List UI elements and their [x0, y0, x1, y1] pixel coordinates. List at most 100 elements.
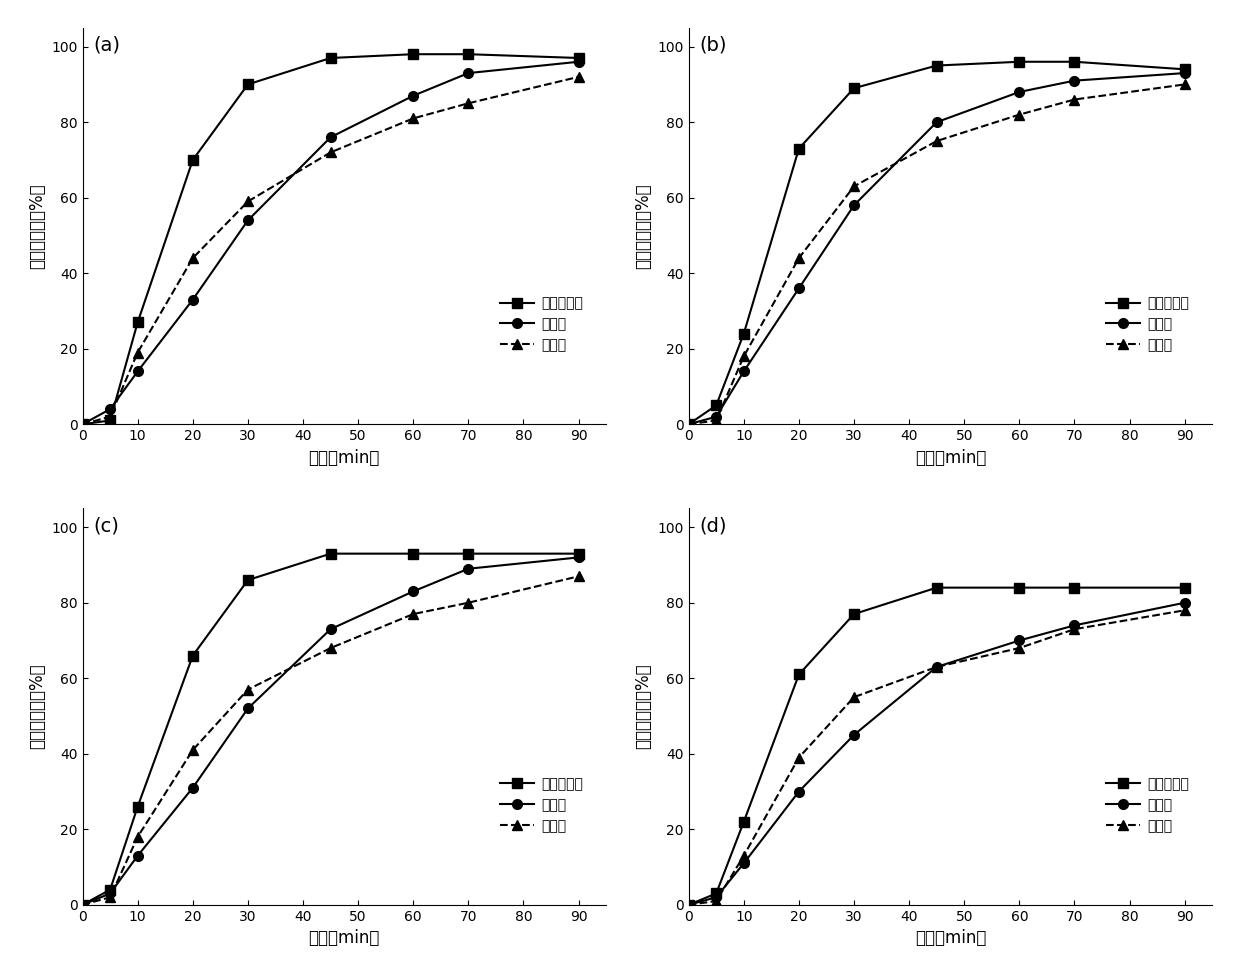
七胶囊 [241, 683, 255, 695]
Line: 七胶囊: 七胶囊 [683, 80, 1189, 429]
丹七片 [1177, 597, 1192, 608]
丹七片 [405, 90, 420, 101]
丹七片 [1177, 67, 1192, 79]
丹七软胶囊 [572, 52, 587, 63]
丹七片 [461, 563, 476, 574]
丹七软胶囊 [324, 548, 339, 560]
丹七软胶囊 [1012, 582, 1027, 594]
七胶囊 [324, 146, 339, 158]
丹七片 [405, 586, 420, 598]
Text: (c): (c) [93, 517, 119, 535]
丹七片 [737, 857, 751, 869]
七胶囊 [737, 350, 751, 362]
七胶囊 [1066, 623, 1081, 635]
七胶囊 [709, 414, 724, 426]
七胶囊 [185, 253, 200, 264]
Line: 丹七软胶囊: 丹七软胶囊 [78, 549, 583, 910]
Y-axis label: 累积溢出度（%）: 累积溢出度（%） [634, 183, 652, 269]
丹七软胶囊 [1177, 582, 1192, 594]
七胶囊 [1012, 109, 1027, 121]
丹七软胶囊 [1066, 56, 1081, 67]
丹七软胶囊 [103, 884, 118, 896]
丹七片 [1066, 619, 1081, 631]
丹七片 [681, 899, 696, 911]
丹七片 [76, 899, 91, 911]
七胶囊 [709, 895, 724, 907]
丹七软胶囊 [791, 669, 806, 681]
Line: 丹七片: 丹七片 [78, 57, 583, 429]
Legend: 丹七软胶囊, 丹七片, 七胶囊: 丹七软胶囊, 丹七片, 七胶囊 [1100, 291, 1195, 358]
丹七片 [572, 56, 587, 67]
七胶囊 [572, 71, 587, 83]
丹七片 [185, 782, 200, 794]
X-axis label: 时间（min）: 时间（min） [309, 929, 379, 948]
丹七片 [681, 418, 696, 430]
七胶囊 [185, 744, 200, 756]
七胶囊 [76, 899, 91, 911]
丹七软胶囊 [737, 328, 751, 339]
Legend: 丹七软胶囊, 丹七片, 七胶囊: 丹七软胶囊, 丹七片, 七胶囊 [1100, 771, 1195, 838]
丹七软胶囊 [461, 548, 476, 560]
Line: 七胶囊: 七胶囊 [78, 72, 583, 429]
丹七片 [929, 661, 944, 673]
七胶囊 [1177, 79, 1192, 91]
七胶囊 [241, 196, 255, 208]
丹七软胶囊 [572, 548, 587, 560]
X-axis label: 时间（min）: 时间（min） [915, 448, 986, 467]
丹七软胶囊 [929, 59, 944, 71]
丹七片 [847, 729, 862, 741]
丹七软胶囊 [130, 800, 145, 812]
丹七片 [1012, 86, 1027, 98]
Line: 丹七软胶囊: 丹七软胶囊 [683, 583, 1189, 910]
丹七软胶囊 [130, 317, 145, 329]
丹七片 [241, 214, 255, 226]
丹七软胶囊 [405, 548, 420, 560]
Line: 丹七片: 丹七片 [78, 553, 583, 910]
丹七片 [709, 891, 724, 903]
Y-axis label: 累积溢出度（%）: 累积溢出度（%） [634, 664, 652, 750]
丹七片 [791, 786, 806, 798]
七胶囊 [737, 850, 751, 862]
Y-axis label: 累积溢出度（%）: 累积溢出度（%） [27, 183, 46, 269]
七胶囊 [681, 899, 696, 911]
七胶囊 [461, 98, 476, 109]
Y-axis label: 累积溢出度（%）: 累积溢出度（%） [27, 664, 46, 750]
七胶囊 [572, 570, 587, 582]
Text: (b): (b) [699, 36, 727, 55]
Text: (d): (d) [699, 517, 727, 535]
七胶囊 [405, 112, 420, 124]
七胶囊 [1066, 94, 1081, 105]
Text: (a): (a) [93, 36, 120, 55]
Line: 七胶囊: 七胶囊 [78, 571, 583, 910]
丹七片 [791, 283, 806, 294]
七胶囊 [76, 418, 91, 430]
丹七软胶囊 [241, 79, 255, 91]
丹七软胶囊 [1066, 582, 1081, 594]
七胶囊 [1177, 604, 1192, 616]
七胶囊 [681, 418, 696, 430]
Line: 七胶囊: 七胶囊 [683, 605, 1189, 910]
丹七软胶囊 [461, 49, 476, 60]
丹七软胶囊 [1012, 56, 1027, 67]
丹七软胶囊 [76, 899, 91, 911]
七胶囊 [791, 253, 806, 264]
丹七片 [324, 132, 339, 143]
Line: 丹七片: 丹七片 [683, 68, 1189, 429]
丹七片 [929, 116, 944, 128]
丹七片 [130, 366, 145, 377]
丹七软胶囊 [103, 414, 118, 426]
七胶囊 [324, 643, 339, 654]
七胶囊 [103, 891, 118, 903]
Legend: 丹七软胶囊, 丹七片, 七胶囊: 丹七软胶囊, 丹七片, 七胶囊 [494, 291, 589, 358]
丹七软胶囊 [681, 899, 696, 911]
丹七片 [130, 850, 145, 862]
丹七片 [185, 293, 200, 305]
七胶囊 [929, 136, 944, 147]
丹七片 [241, 703, 255, 715]
X-axis label: 时间（min）: 时间（min） [309, 448, 379, 467]
丹七片 [1012, 635, 1027, 646]
Line: 丹七片: 丹七片 [683, 598, 1189, 910]
丹七片 [709, 410, 724, 422]
丹七片 [103, 887, 118, 899]
Line: 丹七软胶囊: 丹七软胶囊 [683, 57, 1189, 429]
